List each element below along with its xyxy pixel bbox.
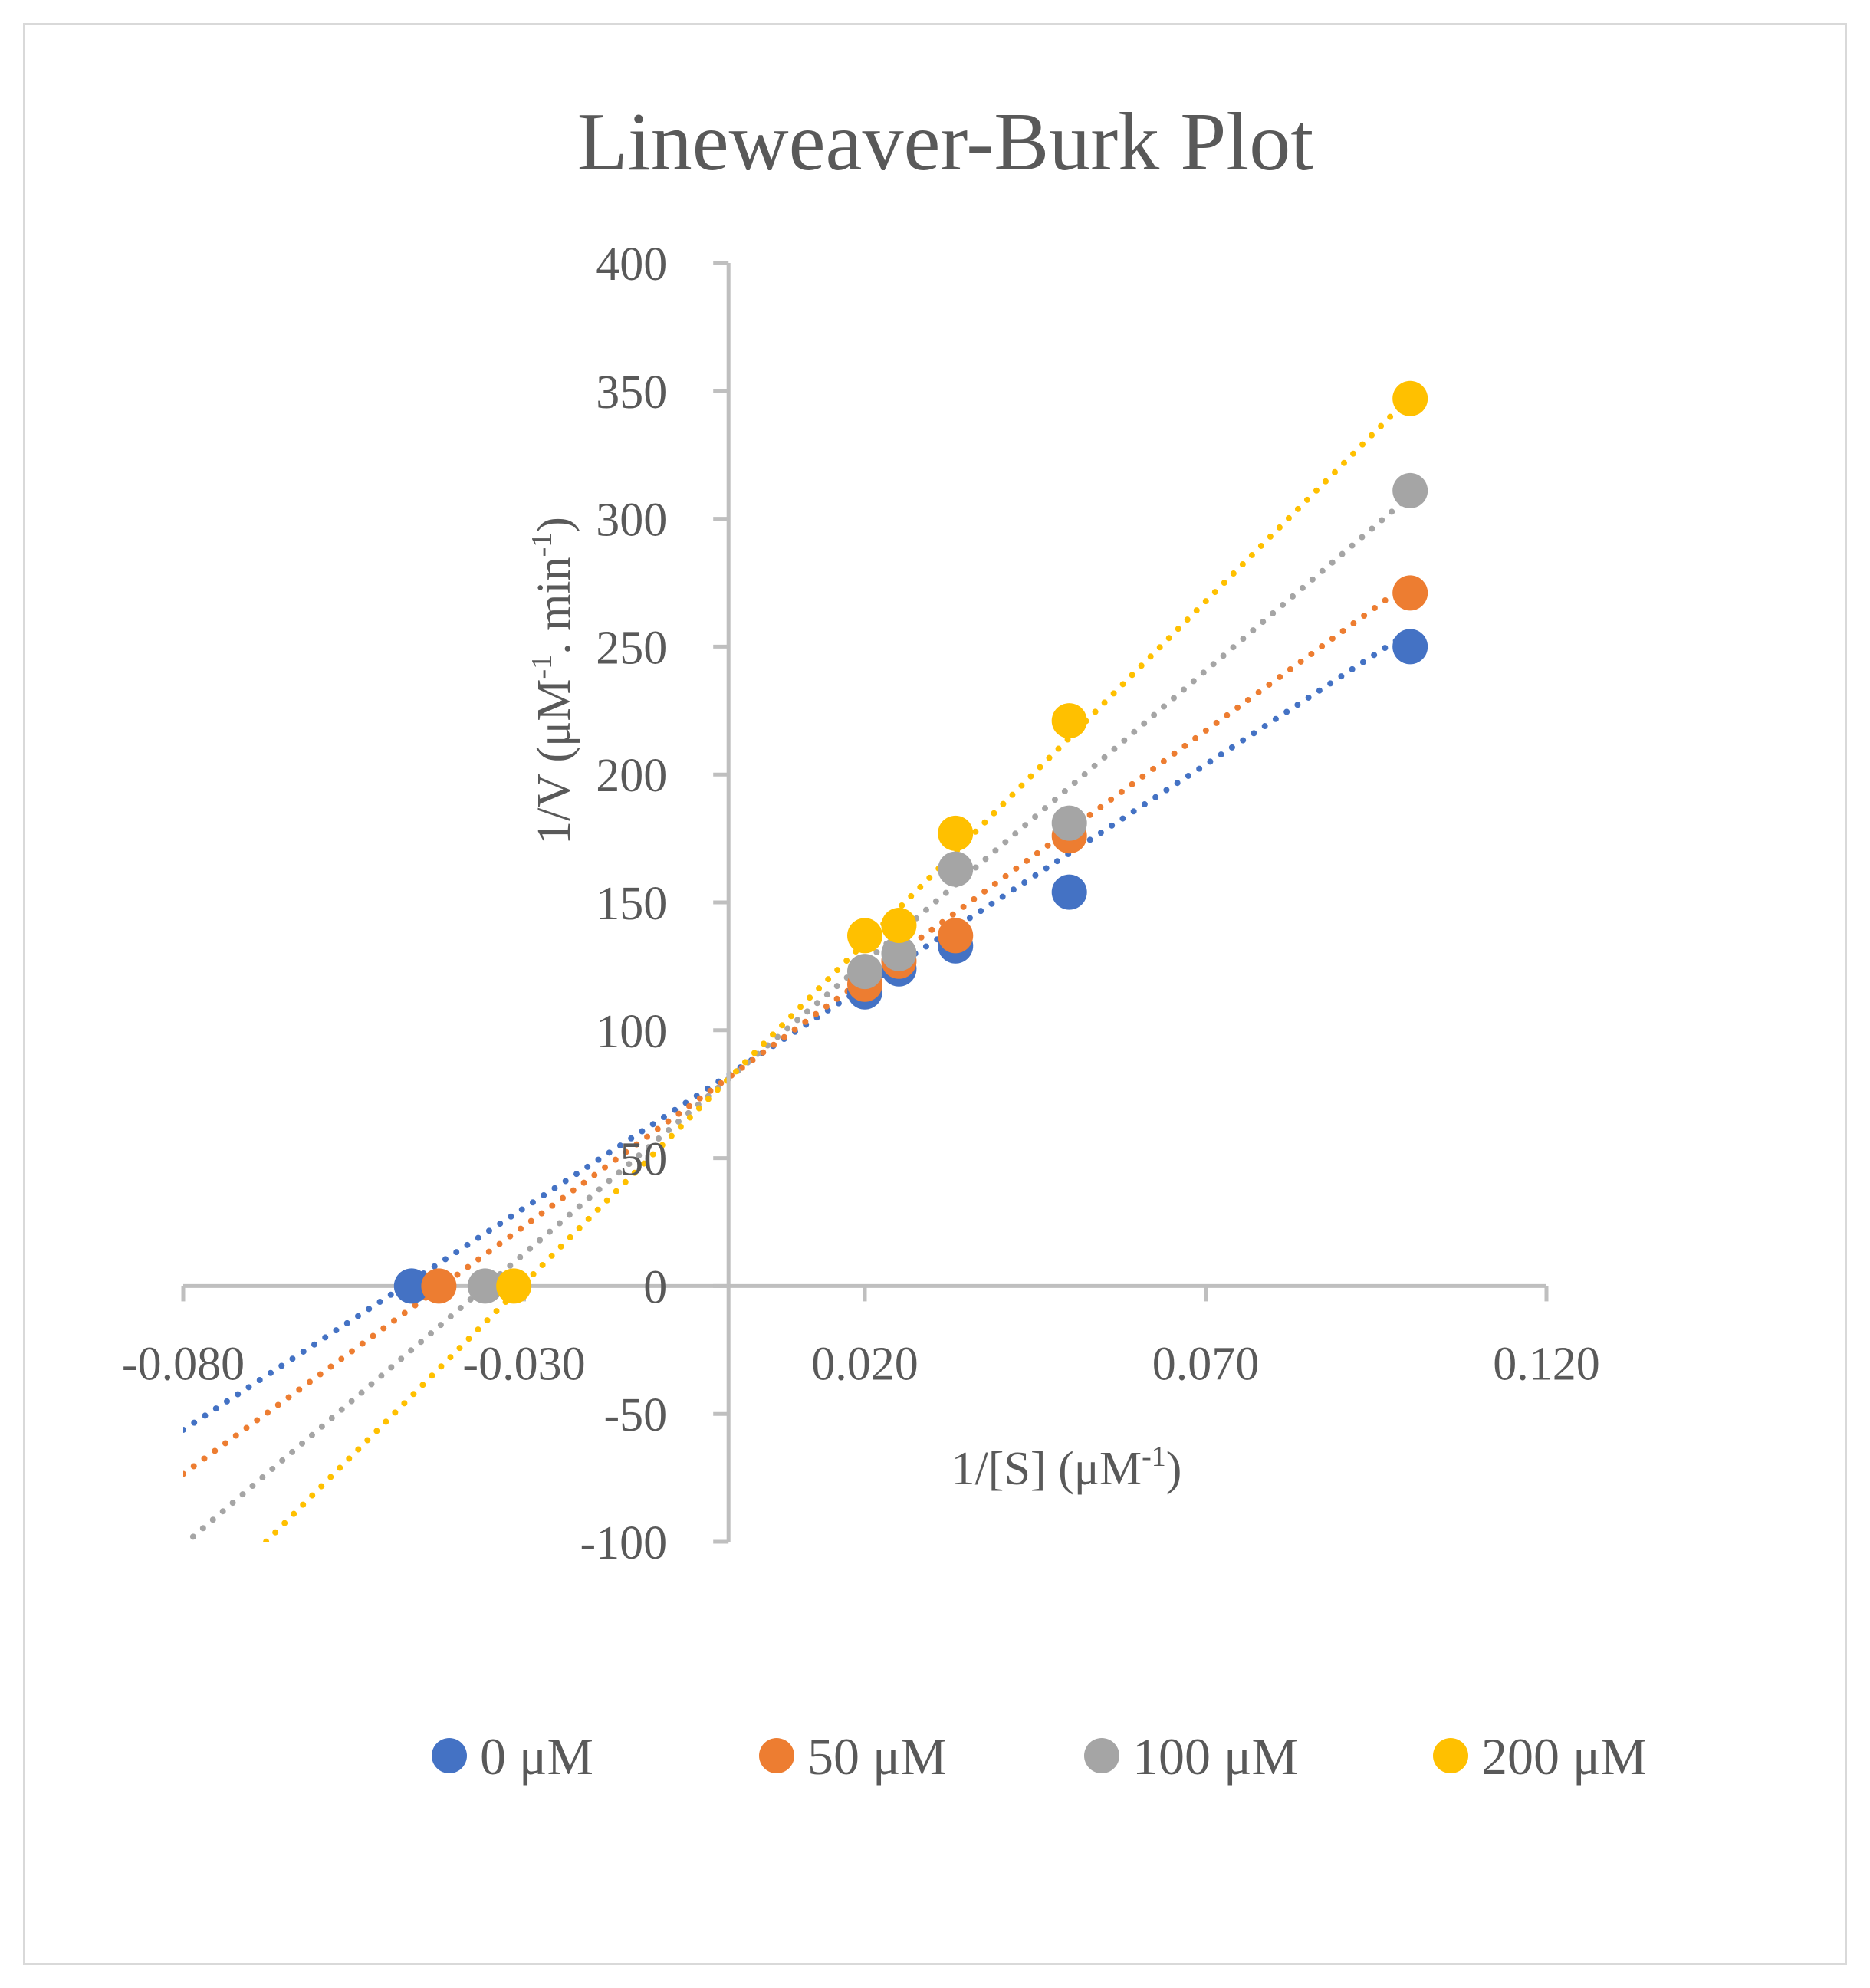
tick-labels: -0.080 -0.030 0.020 0.070 0.120 -100 -50 0 50 100… xyxy=(122,238,1600,1569)
chart-title: Lineweaver-Burk Plot xyxy=(577,97,1314,188)
x-axis-title-base: 1/[S] (μM xyxy=(951,1443,1142,1495)
y-axis-title: 1/V (μM-1. min-1) xyxy=(526,517,580,845)
point-0-um xyxy=(1051,874,1087,910)
legend-marker-50-um xyxy=(759,1738,794,1773)
point-100-um xyxy=(1051,805,1087,841)
legend-label-0-um: 0 μM xyxy=(480,1727,593,1786)
y-axis-title-sup2: -1 xyxy=(526,533,558,557)
x-axis-title-sup: -1 xyxy=(1142,1441,1166,1473)
legend-marker-100-um xyxy=(1084,1738,1119,1773)
point-100-um xyxy=(881,935,917,971)
point-100-um xyxy=(467,1268,503,1304)
y-axis-title-part3: ) xyxy=(528,517,580,533)
y-tick-label: 0 xyxy=(643,1261,667,1313)
y-axis-title-part2: . min xyxy=(528,557,580,654)
y-tick-label: 350 xyxy=(596,366,667,419)
point-200-um xyxy=(881,908,917,944)
y-tick-label: 400 xyxy=(596,238,667,291)
y-tick-label: 100 xyxy=(596,1006,667,1058)
y-tick-label: -100 xyxy=(580,1517,668,1569)
point-50-um xyxy=(1392,575,1428,611)
y-tick-label: 250 xyxy=(596,622,667,674)
legend: 0 μM 50 μM 100 μM 200 μM xyxy=(432,1727,1647,1786)
trendline-200-um xyxy=(261,393,1414,1542)
point-0-um xyxy=(1392,629,1428,665)
legend-label-50-um: 50 μM xyxy=(807,1727,947,1786)
x-axis-title-tail: ) xyxy=(1166,1443,1182,1495)
trendlines xyxy=(183,393,1414,1542)
point-100-um xyxy=(1392,472,1428,508)
data-points xyxy=(393,380,1428,1304)
y-tick-label: 50 xyxy=(619,1134,667,1186)
x-tick-label: -0.080 xyxy=(122,1338,245,1390)
point-200-um xyxy=(496,1268,532,1304)
y-tick-label: 150 xyxy=(596,878,667,930)
chart-frame: Lineweaver-Burk Plot -0.080 -0.030 0.020 0.… xyxy=(23,23,1847,1965)
point-0-um xyxy=(393,1268,429,1304)
trendline-100-um xyxy=(183,492,1414,1542)
legend-marker-0-um xyxy=(432,1738,467,1773)
x-tick-label: 0.020 xyxy=(811,1338,919,1390)
point-200-um xyxy=(1392,380,1428,416)
y-tick-label: 300 xyxy=(596,495,667,547)
legend-label-100-um: 100 μM xyxy=(1132,1727,1298,1786)
point-200-um xyxy=(847,918,882,954)
x-tick-label: 0.120 xyxy=(1493,1338,1600,1390)
point-100-um xyxy=(938,851,974,887)
y-tick-label: -50 xyxy=(604,1389,668,1441)
legend-label-200-um: 200 μM xyxy=(1481,1727,1647,1786)
x-axis-title: 1/[S] (μM-1) xyxy=(951,1441,1182,1495)
point-200-um xyxy=(938,815,974,851)
trendline-50-um xyxy=(183,579,1414,1477)
point-100-um xyxy=(847,954,882,990)
x-tick-label: 0.070 xyxy=(1152,1338,1260,1390)
legend-marker-200-um xyxy=(1433,1738,1468,1773)
y-axis-title-part1: 1/V (μM xyxy=(528,679,580,845)
x-tick-label: -0.030 xyxy=(462,1338,585,1390)
y-tick-label: 200 xyxy=(596,750,667,802)
lineweaver-burk-chart: Lineweaver-Burk Plot -0.080 -0.030 0.020 0.… xyxy=(122,97,1647,1786)
point-50-um xyxy=(938,918,974,954)
point-200-um xyxy=(1051,703,1087,739)
y-axis-title-sup1: -1 xyxy=(526,655,558,679)
point-50-um xyxy=(421,1268,457,1304)
